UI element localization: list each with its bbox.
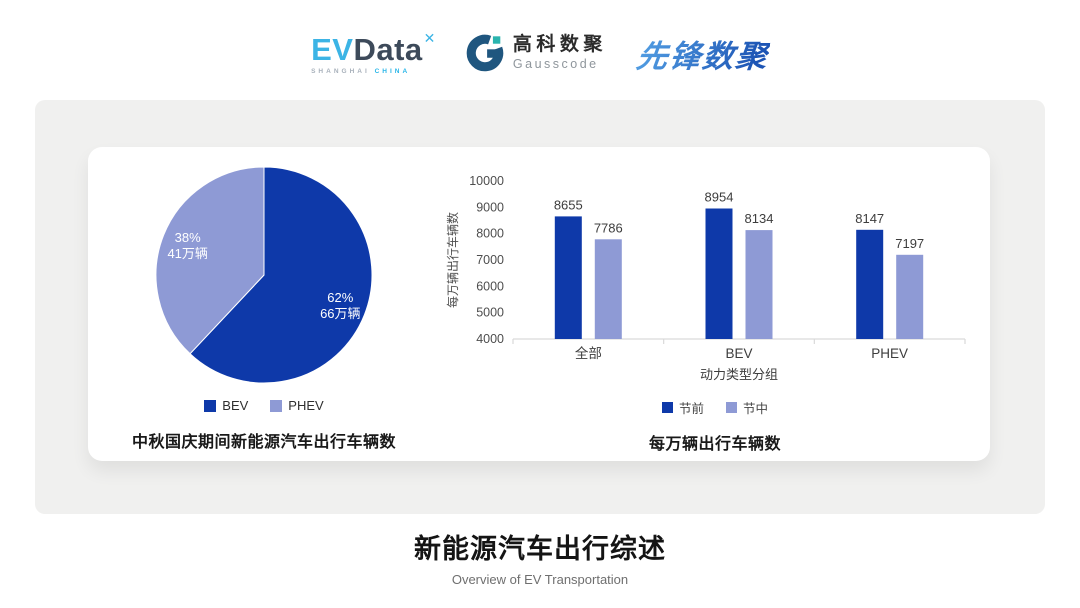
y-tick-label: 7000: [476, 253, 504, 267]
legend-item-节中: 节中: [726, 398, 768, 417]
pie-chart-block: 62% 66万辆 38% 41万辆 BEV PHEV 中秋国庆期间新能源汽车出行车辆数: [88, 147, 440, 461]
evdata-data-text: Data: [353, 32, 423, 67]
footer: 新能源汽车出行综述 Overview of EV Transportation: [0, 527, 1080, 587]
y-tick-label: 6000: [476, 279, 504, 293]
bar-value-label: 7197: [895, 236, 924, 251]
bar-PHEV-节中: [896, 254, 924, 339]
bar-全部-节中: [594, 239, 622, 339]
x-category-label: 全部: [575, 345, 602, 361]
bar-value-label: 8655: [554, 197, 583, 212]
pie-chart-title: 中秋国庆期间新能源汽车出行车辆数: [131, 434, 396, 451]
legend-label: 节中: [743, 402, 769, 416]
legend-item-PHEV: PHEV: [270, 398, 324, 413]
gausscode-text: 高科数聚 Gausscode: [512, 34, 607, 71]
legend-swatch-icon: [270, 399, 283, 412]
page-subtitle: Overview of EV Transportation: [451, 572, 629, 587]
evdata-shanghai-text: SHANGHAI: [311, 68, 370, 75]
pie-slice-label: 38% 41万辆: [167, 230, 207, 261]
y-tick-label: 4000: [476, 332, 504, 346]
y-axis-label: 每万辆出行车辆数: [445, 212, 460, 308]
legend-label: 节前: [678, 402, 704, 416]
header-logos: EVData✕ SHANGHAI CHINA 高科数聚 Gausscode 先锋…: [0, 22, 1080, 84]
gausscode-cn-name: 高科数聚: [512, 34, 607, 56]
gausscode-en-name: Gausscode: [512, 56, 599, 71]
x-category-label: BEV: [725, 346, 752, 361]
page-title: 新能源汽车出行综述: [414, 534, 666, 564]
x-axis-title: 动力类型分组: [700, 367, 778, 382]
bar-BEV-节中: [745, 230, 773, 339]
bar-全部-节前: [554, 216, 582, 339]
pie-slice-bev: [189, 166, 373, 384]
content-panel: 62% 66万辆 38% 41万辆 BEV PHEV 中秋国庆期间新能源汽车出行车辆数 …: [35, 100, 1045, 514]
legend-item-BEV: BEV: [204, 398, 248, 413]
legend-label: PHEV: [288, 398, 324, 413]
y-tick-label: 10000: [469, 174, 504, 188]
gausscode-logo: 高科数聚 Gausscode: [466, 34, 607, 72]
evdata-wordmark: EVData✕: [311, 31, 436, 65]
gausscode-icon: [466, 34, 504, 72]
y-tick-label: 9000: [476, 200, 504, 214]
bar-BEV-节前: [705, 208, 733, 339]
evdata-x-icon: ✕: [423, 30, 436, 46]
y-tick-label: 5000: [476, 306, 504, 320]
bar-value-label: 8134: [745, 211, 774, 226]
legend-swatch-icon: [661, 402, 673, 413]
pie-slice-label: 62% 66万辆: [320, 290, 360, 321]
pioneer-logo: 先锋数聚: [634, 31, 772, 76]
bar-legend: 节前 节中: [661, 398, 768, 417]
evdata-logo: EVData✕ SHANGHAI CHINA: [311, 31, 436, 75]
bar-value-label: 8954: [705, 190, 734, 205]
bar-value-label: 7786: [594, 220, 623, 235]
evdata-china-text: CHINA: [374, 68, 411, 75]
legend-swatch-icon: [204, 399, 217, 412]
evdata-subtitle: SHANGHAI CHINA: [311, 68, 410, 75]
bar-PHEV-节前: [856, 229, 884, 339]
pie-chart: 62% 66万辆 38% 41万辆: [152, 163, 376, 392]
legend-swatch-icon: [726, 402, 737, 413]
bar-chart-block: 4000 5000 6000 7000 8000 9000 10000 每万辆出行车辆数 865…: [440, 147, 990, 461]
bar-value-label: 8147: [855, 211, 884, 226]
y-tick-label: 8000: [476, 227, 504, 241]
evdata-ev-text: EV: [311, 32, 354, 67]
charts-card: 62% 66万辆 38% 41万辆 BEV PHEV 中秋国庆期间新能源汽车出行车辆数 …: [88, 147, 990, 461]
bar-chart-title: 每万辆出行车辆数: [648, 436, 781, 453]
pie-slice-phev: [155, 166, 265, 355]
pie-legend: BEV PHEV: [204, 398, 324, 413]
legend-item-节前: 节前: [661, 398, 704, 417]
x-category-label: PHEV: [871, 346, 908, 361]
bar-chart: 4000 5000 6000 7000 8000 9000 10000 每万辆出行车辆数 865…: [441, 159, 989, 398]
legend-label: BEV: [222, 398, 249, 413]
